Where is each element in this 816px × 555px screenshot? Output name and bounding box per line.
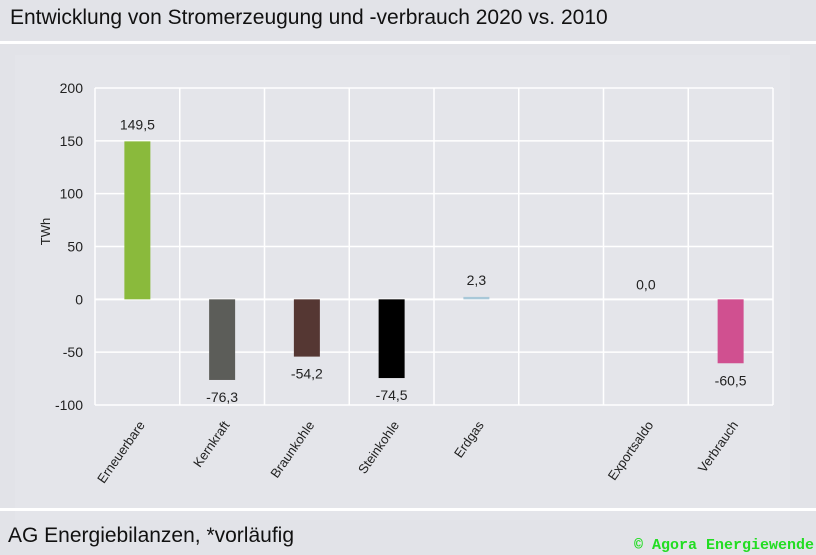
bar-verbrauch	[717, 299, 744, 364]
data-label: -76,3	[206, 389, 238, 405]
y-tick-label: 0	[75, 291, 83, 307]
data-label: 0,0	[636, 276, 656, 292]
bar-steinkohle	[378, 299, 405, 379]
top-divider	[0, 41, 816, 44]
y-tick-label: 150	[60, 133, 84, 149]
data-label: 2,3	[467, 272, 487, 288]
source-note: AG Energiebilanzen, *vorläufig	[8, 524, 295, 547]
bottom-divider	[0, 508, 816, 511]
page-title: Entwicklung von Stromerzeugung und -verb…	[10, 6, 608, 29]
bar-erneuerbare	[124, 141, 151, 300]
y-tick-label: 100	[60, 186, 84, 202]
bar-braunkohle	[293, 299, 320, 357]
y-tick-label: 200	[60, 80, 84, 96]
y-tick-label: -100	[55, 397, 83, 413]
y-tick-label: -50	[63, 344, 83, 360]
data-label: -60,5	[715, 372, 747, 388]
copyright: © Agora Energiewende	[633, 537, 814, 554]
bar-erdgas	[463, 296, 490, 300]
y-axis-title: TWh	[38, 218, 53, 245]
data-label: -74,5	[376, 387, 408, 403]
y-tick-label: 50	[67, 239, 83, 255]
data-label: -54,2	[291, 366, 323, 382]
data-label: 149,5	[120, 116, 155, 132]
bar-kernkraft	[209, 299, 236, 380]
